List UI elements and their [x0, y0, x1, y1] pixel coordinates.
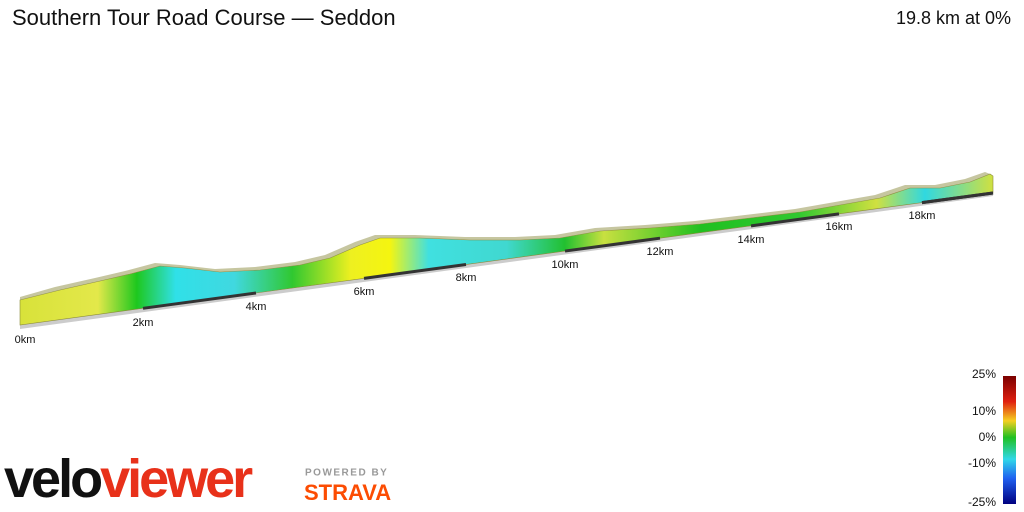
distance-label: 14km — [738, 234, 765, 246]
logo-velo: velo — [4, 449, 101, 509]
gradient-scale: 25% 10% 0% -10% -25% — [968, 367, 996, 509]
distance-label: 18km — [909, 210, 936, 222]
gradient-scale-bar — [1003, 376, 1016, 504]
distance-segment — [564, 236, 661, 253]
distance-segment — [750, 212, 840, 228]
distance-label: 6km — [354, 286, 375, 298]
distance-label: 0km — [15, 334, 36, 346]
logo: veloviewer — [4, 449, 253, 509]
summary: 19.8 km at 0% — [896, 8, 1011, 28]
strava: STRAVA — [304, 480, 391, 505]
scale-label: 0% — [979, 430, 997, 444]
distance-label: 16km — [826, 221, 853, 233]
powered-by: POWERED BY — [305, 468, 388, 479]
distance-label: 8km — [456, 272, 477, 284]
scale-label: 25% — [972, 367, 996, 381]
distance-segment — [363, 263, 467, 280]
profile-surface — [19, 173, 994, 326]
distance-label: 4km — [246, 301, 267, 313]
profile-top-edge — [20, 172, 990, 300]
distance-axis: 0km 2km 4km 6km 8km 10km 12km 14km 16km 18km — [15, 191, 994, 346]
title: Southern Tour Road Course — Seddon — [12, 5, 396, 30]
scale-label: -25% — [968, 495, 996, 509]
distance-segment — [921, 191, 994, 205]
profile-base — [20, 193, 993, 329]
distance-label: 2km — [133, 317, 154, 329]
scale-label: -10% — [968, 456, 996, 470]
distance-label: 10km — [552, 259, 579, 271]
scale-label: 10% — [972, 404, 996, 418]
distance-segment — [142, 291, 257, 310]
logo-viewer: viewer — [100, 449, 253, 509]
distance-label: 12km — [647, 246, 674, 258]
